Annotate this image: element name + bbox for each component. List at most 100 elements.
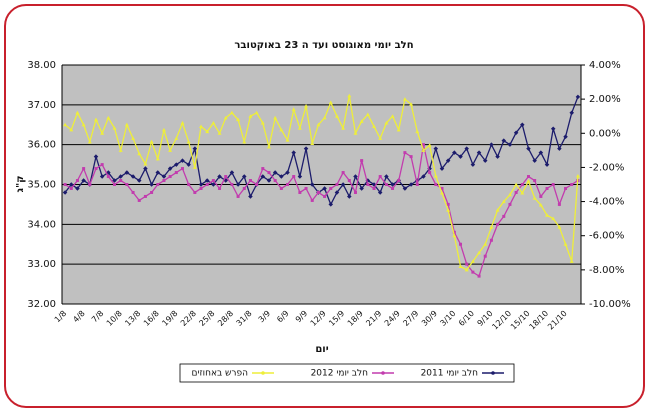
marker <box>125 183 129 186</box>
marker <box>236 194 240 198</box>
marker <box>575 173 580 178</box>
marker <box>489 225 494 229</box>
marker <box>131 136 136 140</box>
x-tick-label: 12/10 <box>490 309 513 332</box>
marker <box>483 242 488 246</box>
marker <box>372 124 377 128</box>
marker <box>551 183 555 186</box>
marker <box>88 183 92 186</box>
marker <box>513 130 519 135</box>
marker <box>396 127 401 132</box>
marker <box>255 183 259 186</box>
marker <box>199 124 204 128</box>
x-tick-label: 1/8 <box>53 309 68 324</box>
x-tick-label: 21/9 <box>364 309 383 328</box>
marker <box>390 114 395 118</box>
marker <box>273 179 277 183</box>
x-tick-label: 18/10 <box>528 309 551 332</box>
marker <box>341 126 346 130</box>
marker <box>93 154 99 159</box>
marker <box>545 186 549 190</box>
marker <box>477 274 481 278</box>
legend-box <box>179 363 515 383</box>
marker <box>570 183 574 186</box>
marker <box>94 167 98 171</box>
marker <box>483 254 487 258</box>
x-tick-label: 4/8 <box>71 309 86 324</box>
marker <box>378 175 382 179</box>
marker <box>297 126 302 130</box>
marker <box>62 190 68 195</box>
marker <box>310 198 314 202</box>
marker <box>489 238 493 242</box>
marker <box>409 155 413 159</box>
marker <box>507 192 512 197</box>
marker <box>81 178 86 183</box>
marker <box>192 165 197 169</box>
marker <box>100 163 104 167</box>
x-tick-label: 15/9 <box>327 309 346 328</box>
marker <box>124 170 130 175</box>
marker <box>174 136 179 140</box>
y-tick-label: 33.00 <box>27 259 56 270</box>
marker <box>446 202 450 206</box>
marker <box>229 110 234 115</box>
marker <box>508 202 512 206</box>
y-tick-label: 35.00 <box>27 180 56 191</box>
marker <box>433 173 438 178</box>
marker <box>75 179 79 183</box>
marker <box>563 242 568 246</box>
x-tick-label: 16/8 <box>142 309 161 328</box>
marker <box>402 97 407 101</box>
marker <box>82 167 86 171</box>
marker <box>298 190 302 194</box>
marker <box>538 202 543 207</box>
marker <box>366 183 370 186</box>
x-tick-label: 22/8 <box>179 309 198 328</box>
x-tick-label: 30/9 <box>420 309 439 328</box>
marker <box>113 183 117 186</box>
marker <box>384 183 388 186</box>
marker <box>533 179 537 183</box>
legend-marker <box>491 371 495 375</box>
marker <box>260 174 266 179</box>
marker <box>118 148 123 152</box>
marker <box>495 208 500 212</box>
marker <box>81 122 86 127</box>
marker <box>69 127 74 132</box>
x-tick-label: 6/10 <box>457 309 476 328</box>
marker <box>63 122 68 127</box>
x-tick-label: 7/8 <box>90 309 105 324</box>
marker <box>248 179 252 183</box>
y-tick-label: 34.00 <box>27 219 56 230</box>
y2-tick-label: -8.00% <box>589 265 624 276</box>
marker <box>124 122 129 127</box>
legend-marker <box>261 371 265 375</box>
marker <box>335 183 339 186</box>
legend-marker <box>381 371 385 375</box>
y-axis-title: ק"ג <box>15 175 26 192</box>
marker <box>458 264 463 268</box>
chart-title: חלב יומי מאוגוסט ועד ה 23 באוקטובר <box>234 40 413 51</box>
marker <box>242 139 247 144</box>
marker <box>162 179 166 183</box>
marker <box>304 186 308 190</box>
marker <box>149 139 154 144</box>
marker <box>427 143 432 147</box>
marker <box>291 107 296 111</box>
marker <box>266 178 272 183</box>
x-axis-title: יום <box>315 344 328 355</box>
marker <box>372 186 376 190</box>
chart-frame: חלב יומי מאוגוסט ועד ה 23 באוקטובר יום ק… <box>4 4 645 408</box>
legend-label: הפרש באחוזים <box>192 369 249 379</box>
marker <box>193 190 197 194</box>
marker <box>520 183 524 186</box>
marker <box>403 151 407 155</box>
marker <box>334 114 339 118</box>
marker <box>205 129 210 134</box>
marker <box>230 183 234 186</box>
marker <box>569 259 574 263</box>
marker <box>99 174 105 179</box>
marker <box>266 144 271 149</box>
marker <box>502 214 506 218</box>
